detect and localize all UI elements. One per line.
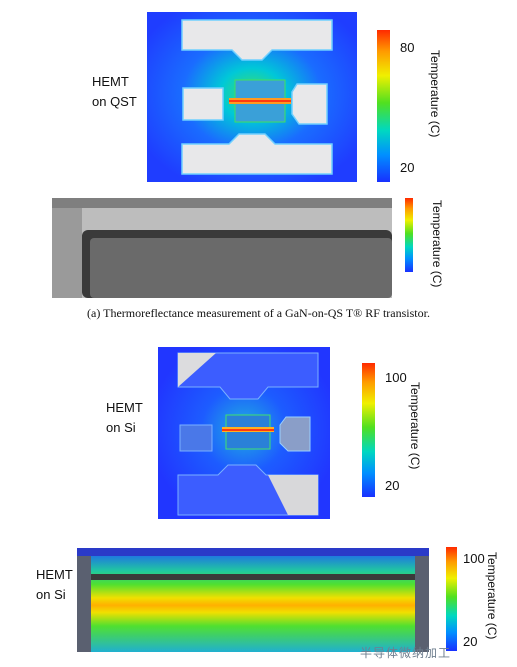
strip-colorbar-si [446, 547, 457, 651]
hemt-si-strip-label: HEMT on Si [36, 567, 73, 602]
thermal-map-si [158, 347, 330, 519]
thermal-map-qst-graphic [147, 12, 357, 182]
strip-colorbar-si-min: 20 [463, 634, 478, 649]
thermal-map-si-graphic [158, 347, 330, 519]
hemt-si-label: HEMT on Si [106, 400, 143, 435]
colorbar-qst-min: 20 [400, 160, 415, 175]
zoom-strip-si [77, 548, 429, 652]
hemt-qst-label: HEMT on QST [92, 74, 137, 109]
colorbar-qst-title: Temperature (C) [428, 50, 442, 138]
watermark: 半导体微纳加工 [360, 646, 452, 660]
colorbar-qst-max: 80 [400, 40, 415, 55]
caption-a: (a) Thermoreflectance measurement of a G… [87, 306, 430, 320]
strip-colorbar-si-max: 100 [463, 551, 485, 566]
colorbar-si-min: 20 [385, 478, 400, 493]
strip-colorbar-qst [405, 198, 413, 272]
colorbar-si-title: Temperature (C) [408, 382, 422, 470]
thermal-map-qst [147, 12, 357, 182]
zoom-strip-qst-graphic [52, 198, 392, 298]
strip-colorbar-si-title: Temperature (C) [485, 552, 499, 640]
zoom-strip-qst [52, 198, 392, 298]
strip-colorbar-qst-title: Temperature (C) [430, 200, 444, 288]
colorbar-si-max: 100 [385, 370, 407, 385]
zoom-strip-si-graphic [77, 548, 429, 652]
colorbar-si [362, 363, 375, 497]
colorbar-qst [377, 30, 390, 182]
